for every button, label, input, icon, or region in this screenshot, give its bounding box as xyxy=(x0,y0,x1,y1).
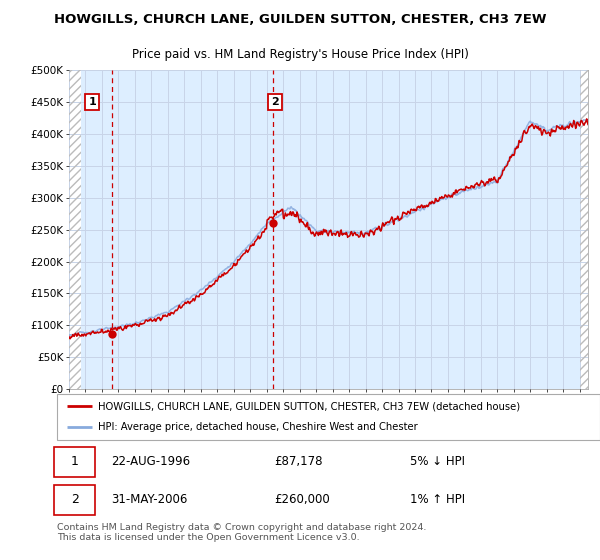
Text: £87,178: £87,178 xyxy=(274,455,323,468)
Text: Contains HM Land Registry data © Crown copyright and database right 2024.
This d: Contains HM Land Registry data © Crown c… xyxy=(57,522,427,542)
Text: HPI: Average price, detached house, Cheshire West and Chester: HPI: Average price, detached house, Ches… xyxy=(98,422,418,432)
Text: 5% ↓ HPI: 5% ↓ HPI xyxy=(410,455,465,468)
Text: 1% ↑ HPI: 1% ↑ HPI xyxy=(410,493,465,506)
FancyBboxPatch shape xyxy=(54,484,95,515)
Text: 31-MAY-2006: 31-MAY-2006 xyxy=(112,493,188,506)
Text: HOWGILLS, CHURCH LANE, GUILDEN SUTTON, CHESTER, CH3 7EW: HOWGILLS, CHURCH LANE, GUILDEN SUTTON, C… xyxy=(54,13,546,26)
Text: 1: 1 xyxy=(71,455,79,468)
Text: 22-AUG-1996: 22-AUG-1996 xyxy=(112,455,190,468)
FancyBboxPatch shape xyxy=(54,447,95,477)
Text: Price paid vs. HM Land Registry's House Price Index (HPI): Price paid vs. HM Land Registry's House … xyxy=(131,48,469,60)
Text: HOWGILLS, CHURCH LANE, GUILDEN SUTTON, CHESTER, CH3 7EW (detached house): HOWGILLS, CHURCH LANE, GUILDEN SUTTON, C… xyxy=(98,401,520,411)
Bar xyxy=(580,70,588,389)
Text: 2: 2 xyxy=(71,493,79,506)
Text: 2: 2 xyxy=(271,97,279,107)
Bar xyxy=(69,70,82,389)
Text: 1: 1 xyxy=(88,97,96,107)
Text: £260,000: £260,000 xyxy=(274,493,330,506)
